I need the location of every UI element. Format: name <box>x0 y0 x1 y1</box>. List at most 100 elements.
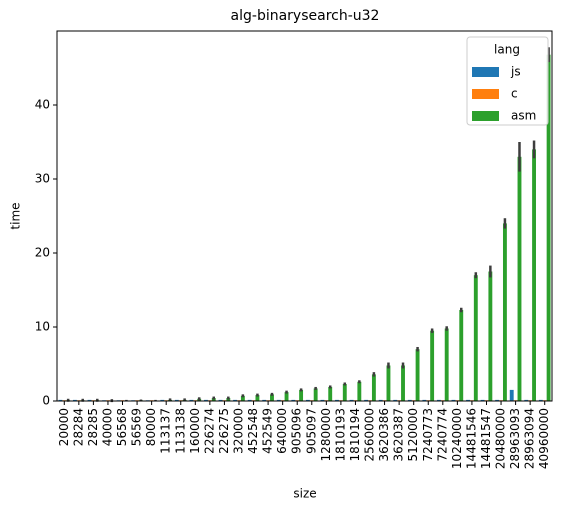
bar <box>87 399 92 401</box>
x-tick-label: 905096 <box>290 408 304 454</box>
x-tick-label: 20480000 <box>494 408 508 469</box>
x-tick-label: 452548 <box>246 408 260 454</box>
legend-label: c <box>511 87 518 101</box>
bar <box>488 271 493 401</box>
bar <box>270 394 274 401</box>
bar <box>502 223 507 401</box>
bar <box>364 399 369 401</box>
x-tick-label: 28285 <box>86 408 100 446</box>
x-tick-label: 1810194 <box>348 408 362 461</box>
bar <box>509 389 514 401</box>
bar <box>189 399 194 401</box>
bar <box>495 399 500 401</box>
x-tick-label: 452549 <box>261 408 275 454</box>
bar <box>204 399 208 401</box>
bar <box>299 389 304 401</box>
bar <box>546 54 551 402</box>
bar <box>335 399 339 401</box>
bar <box>233 399 238 401</box>
x-tick-label: 1810193 <box>333 408 347 461</box>
bar <box>415 349 420 401</box>
bar <box>342 383 347 401</box>
x-tick-label: 40960000 <box>537 408 551 469</box>
bar <box>378 399 383 401</box>
chart-title: alg-binarysearch-u32 <box>231 8 380 24</box>
x-tick-label: 113137 <box>159 408 173 454</box>
x-tick-label: 56569 <box>130 408 144 446</box>
legend-label: asm <box>511 109 536 123</box>
bar <box>459 309 464 401</box>
bar <box>422 399 427 401</box>
bar <box>407 399 412 401</box>
bar <box>255 395 260 401</box>
x-tick-label: 226274 <box>202 408 216 454</box>
bar <box>538 399 543 401</box>
y-tick-label: 40 <box>35 98 50 112</box>
bar <box>524 399 529 401</box>
legend-swatch <box>472 67 499 77</box>
bar <box>218 399 223 401</box>
x-tick-label: 2560000 <box>363 408 377 461</box>
x-axis-label: size <box>293 487 316 501</box>
bar <box>247 399 252 401</box>
bar <box>473 275 478 401</box>
y-tick-label: 0 <box>42 394 50 408</box>
x-tick-label: 7240773 <box>421 408 435 461</box>
bar <box>357 381 362 401</box>
bar <box>313 388 318 401</box>
x-tick-label: 80000 <box>144 408 158 446</box>
bar <box>444 328 449 401</box>
bar <box>480 399 485 401</box>
x-tick-label: 3620387 <box>392 408 406 461</box>
x-tick-label: 28963093 <box>508 408 522 469</box>
bar <box>211 398 216 401</box>
bar <box>466 399 470 401</box>
x-tick-label: 905097 <box>304 408 318 454</box>
legend-swatch <box>472 111 499 121</box>
bar <box>226 398 231 401</box>
y-axis-label: time <box>9 202 23 229</box>
x-tick-label: 28284 <box>71 408 85 446</box>
bar <box>436 399 441 401</box>
x-tick-label: 7240774 <box>435 408 449 461</box>
bar <box>284 392 289 401</box>
bar <box>401 365 405 401</box>
bar <box>305 399 310 401</box>
bar <box>328 386 333 401</box>
legend-label: js <box>510 65 521 79</box>
bar <box>517 156 522 401</box>
bar <box>386 365 391 401</box>
y-tick-label: 30 <box>35 172 50 186</box>
x-tick-label: 5120000 <box>406 408 420 461</box>
x-tick-label: 56568 <box>115 408 129 446</box>
x-tick-label: 113138 <box>173 408 187 454</box>
bar <box>430 330 435 401</box>
x-tick-label: 3620386 <box>377 408 391 461</box>
bar <box>349 399 354 401</box>
bar <box>160 399 165 401</box>
x-tick-label: 320000 <box>231 408 245 454</box>
x-tick-label: 20000 <box>57 408 71 446</box>
x-tick-label: 160000 <box>188 408 202 454</box>
legend-box <box>466 36 549 126</box>
bar <box>276 399 281 401</box>
x-tick-label: 14481546 <box>464 408 478 469</box>
x-tick-label: 40000 <box>100 408 114 446</box>
bar <box>240 395 245 401</box>
bar <box>262 399 267 401</box>
x-tick-label: 14481547 <box>479 408 493 469</box>
bar <box>371 374 376 401</box>
x-tick-label: 640000 <box>275 408 289 454</box>
bar <box>393 399 398 401</box>
x-tick-label: 1280000 <box>319 408 333 461</box>
x-tick-label: 28963094 <box>523 408 537 469</box>
x-tick-label: 10240000 <box>450 408 464 469</box>
bar <box>532 149 536 401</box>
bar <box>320 399 325 401</box>
y-tick-label: 10 <box>35 320 50 334</box>
y-tick-label: 20 <box>35 246 50 260</box>
bar <box>174 399 179 401</box>
bar <box>58 399 63 401</box>
bar <box>291 399 296 401</box>
